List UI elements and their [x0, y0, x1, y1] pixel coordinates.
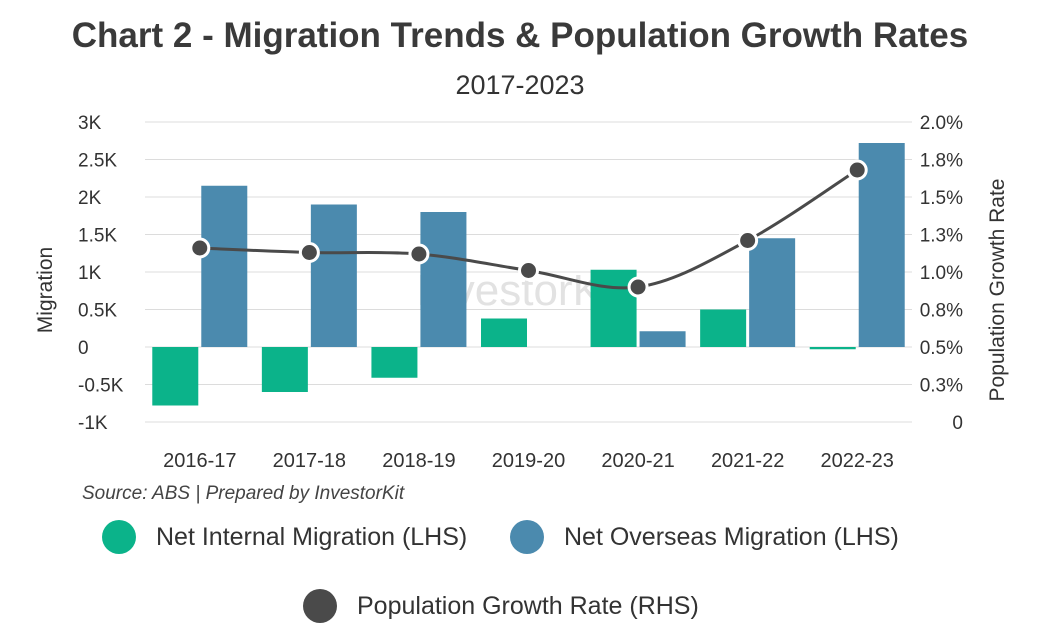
bar-internal-migration: [371, 347, 418, 378]
bar-overseas-migration: [858, 143, 905, 347]
bar-overseas-migration: [639, 331, 686, 347]
axes: 3K 2.5K 2K 1.5K 1K 0.5K 0 -0.5K -1K 2.0% 1.8% 1.5% 1…: [34, 113, 1009, 472]
right-tick-label: 1.8%: [920, 151, 963, 172]
x-tick-label: 2018-19: [382, 450, 455, 472]
legend-item-internal: Net Internal Migration (LHS): [102, 520, 467, 554]
right-tick-label: 1.0%: [920, 263, 963, 284]
legend-label-internal: Net Internal Migration (LHS): [156, 522, 468, 551]
chart-canvas: InvestorKit 3K2.5K2K1.5K1K0.5K0-0.5K-1K2…: [34, 113, 1009, 472]
left-tick-label: 1K: [78, 263, 102, 284]
left-tick-label: 3K: [78, 113, 102, 134]
bar-overseas-migration: [749, 238, 796, 347]
growth-rate-point: [518, 260, 539, 281]
bar-internal-migration: [481, 318, 527, 347]
x-tick-label: 2020-21: [601, 450, 674, 472]
legend-item-overseas: Net Overseas Migration (LHS): [510, 520, 899, 554]
left-tick-label: 2K: [78, 188, 102, 209]
growth-rate-point: [627, 276, 649, 298]
left-tick-label: 0.5K: [78, 301, 117, 322]
right-tick-label: 0.8%: [920, 301, 963, 322]
x-tick-label: 2022-23: [821, 450, 894, 472]
legend-item-growth: Population Growth Rate (RHS): [303, 589, 699, 623]
right-tick-label: 1.3%: [920, 226, 963, 247]
growth-rate-point: [189, 237, 211, 259]
growth-rate-point: [737, 230, 759, 251]
bar-internal-migration: [809, 347, 856, 350]
right-tick-label: 1.5%: [920, 188, 963, 209]
left-tick-label: 0: [78, 338, 89, 359]
growth-rate-point: [298, 242, 320, 263]
left-tick-label: 2.5K: [78, 151, 117, 172]
left-tick-label: 1.5K: [78, 226, 117, 247]
x-tick-label: 2019-20: [492, 450, 565, 472]
legend-label-growth: Population Growth Rate (RHS): [357, 591, 699, 620]
growth-rate-point: [846, 159, 868, 181]
right-tick-label: 0.3%: [920, 376, 963, 397]
bar-overseas-migration: [420, 212, 467, 347]
y-axis-title-left: Migration: [34, 247, 57, 333]
bar-internal-migration: [261, 347, 308, 392]
source-note: Source: ABS | Prepared by InvestorKit: [82, 483, 405, 504]
chart-subtitle: 2017-2023: [455, 70, 585, 100]
right-tick-label: 0: [952, 413, 963, 434]
growth-line: [189, 159, 868, 298]
bar-overseas-migration: [201, 185, 248, 347]
bars: [152, 143, 905, 406]
bar-internal-migration: [152, 347, 199, 406]
chart-title: Chart 2 - Migration Trends & Population …: [71, 16, 969, 55]
legend-swatch-overseas: [510, 520, 544, 554]
left-tick-label: -0.5K: [78, 376, 124, 397]
legend-label-overseas: Net Overseas Migration (LHS): [564, 522, 899, 551]
y-axis-title-right: Population Growth Rate: [986, 179, 1009, 402]
x-tick-label: 2016-17: [163, 450, 236, 472]
bar-internal-migration: [700, 309, 747, 347]
legend-swatch-internal: [102, 520, 136, 554]
legend-swatch-growth: [303, 589, 337, 623]
bar-overseas-migration: [310, 204, 357, 347]
left-tick-label: -1K: [78, 413, 108, 434]
x-tick-label: 2017-18: [273, 450, 346, 472]
x-tick-label: 2021-22: [711, 450, 784, 472]
growth-rate-point: [408, 243, 430, 265]
right-tick-label: 2.0%: [920, 113, 963, 134]
right-tick-label: 0.5%: [920, 338, 963, 359]
